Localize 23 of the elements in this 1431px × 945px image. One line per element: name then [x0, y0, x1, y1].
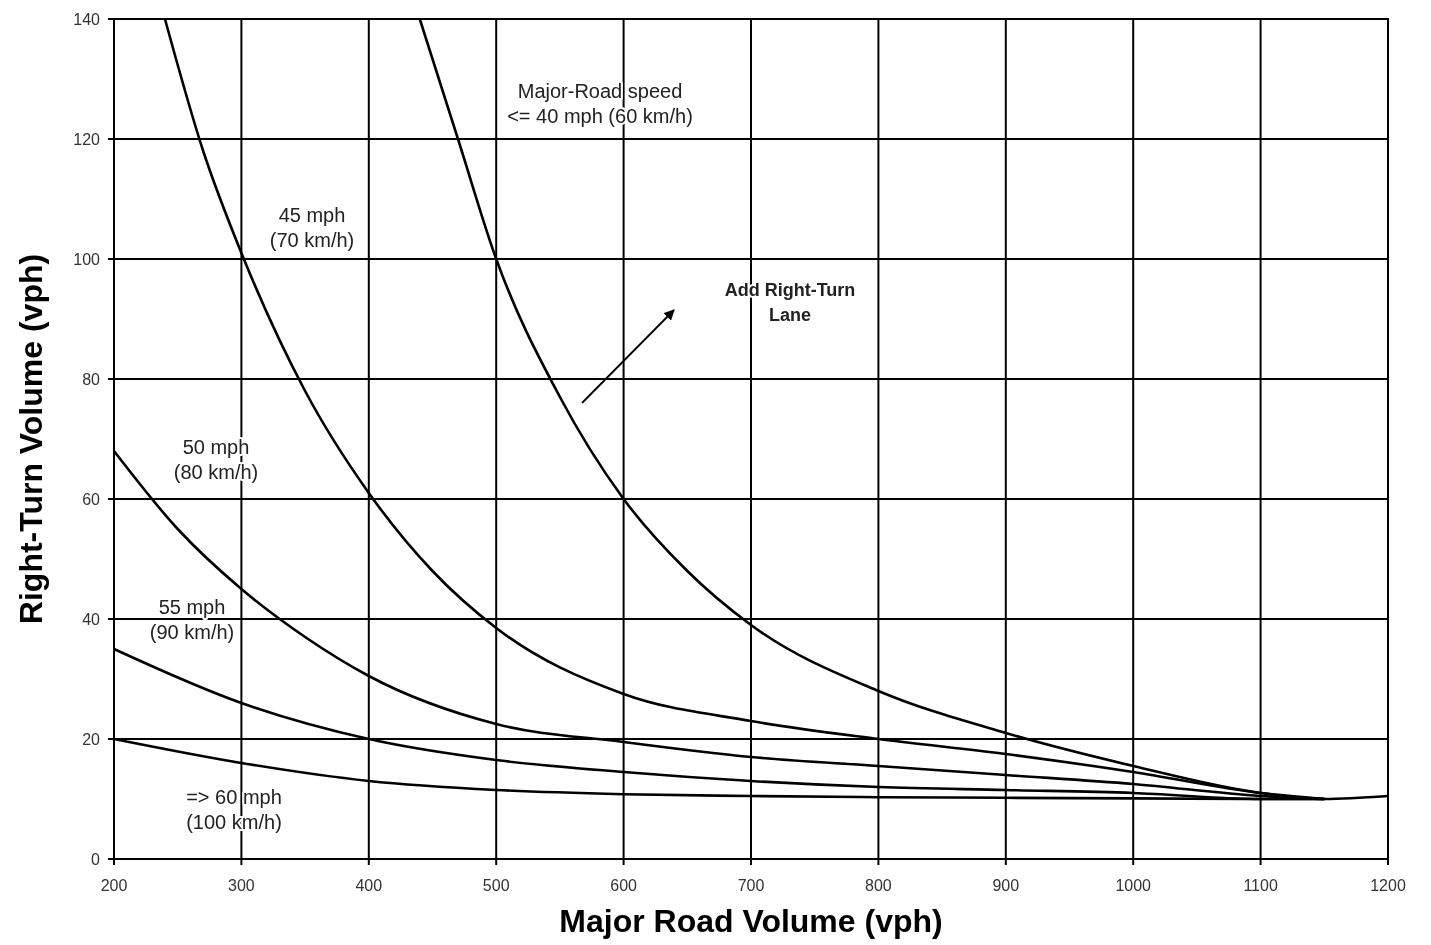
x-tick-label: 600 — [610, 877, 638, 894]
x-tick-label: 400 — [355, 877, 383, 894]
x-tick-label: 1100 — [1243, 877, 1278, 894]
y-tick-label: 80 — [82, 371, 101, 388]
x-axis-title: Major Road Volume (vph) — [559, 903, 943, 939]
x-tick-label: 1000 — [1115, 877, 1152, 894]
y-tick-label: 120 — [73, 131, 101, 148]
y-axis-title: Right-Turn Volume (vph) — [13, 253, 49, 625]
x-tick-label: 200 — [100, 877, 128, 894]
y-tick-label: 0 — [91, 851, 101, 868]
y-tick-label: 100 — [73, 251, 101, 268]
y-tick-label: 140 — [73, 11, 101, 28]
x-tick-label: 800 — [865, 877, 892, 894]
y-tick-label: 60 — [82, 491, 101, 508]
x-tick-label: 1200 — [1370, 877, 1406, 894]
y-tick-label: 40 — [82, 611, 101, 628]
annotation: 45 mph (70 km/h) — [269, 204, 355, 251]
annotation: 55 mph (90 km/h) — [149, 596, 235, 643]
x-tick-label: 700 — [737, 877, 765, 894]
y-tick-label: 20 — [82, 731, 101, 748]
x-tick-label: 300 — [228, 877, 255, 894]
x-tick-label: 500 — [482, 877, 510, 894]
x-tick-label: 900 — [992, 877, 1020, 894]
